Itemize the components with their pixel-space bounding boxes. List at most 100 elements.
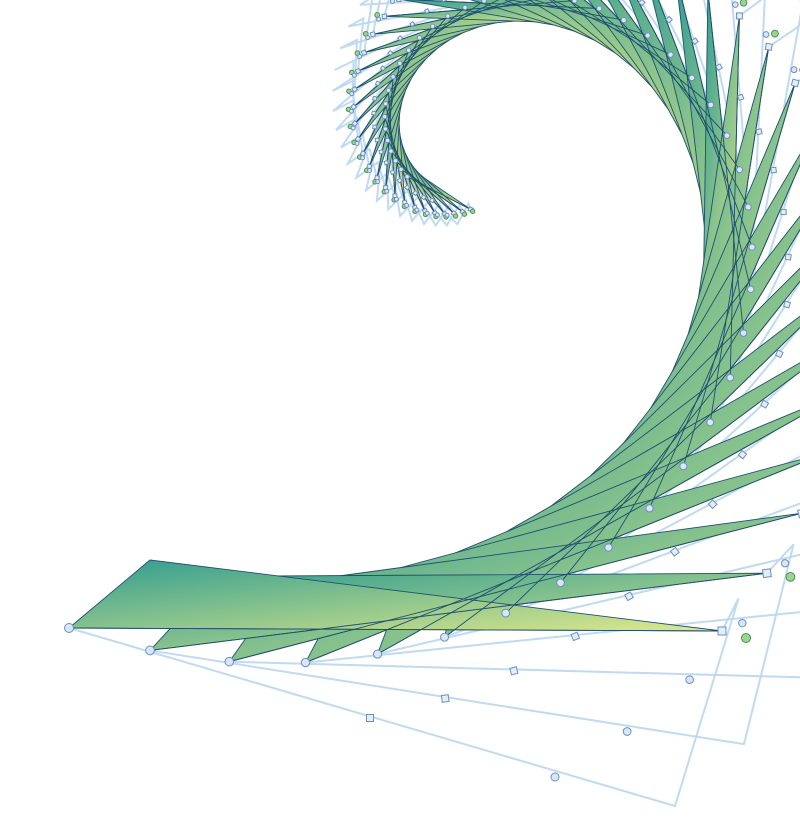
scaffold-line [371, 0, 381, 35]
circle-node [732, 1, 739, 8]
circle-node [348, 108, 354, 114]
triangle-edge [444, 371, 800, 638]
square-node [638, 0, 646, 7]
circle-node [224, 656, 235, 667]
circle-node [762, 31, 770, 38]
scaffold-line [359, 0, 458, 53]
square-node [371, 95, 378, 102]
triangle-edge [729, 15, 740, 378]
square-node [669, 546, 680, 557]
square-node [409, 20, 416, 28]
green-node [452, 213, 459, 219]
square-node [665, 15, 673, 24]
square-node [429, 197, 436, 204]
square-node [691, 37, 699, 46]
triangle-edge [385, 103, 406, 203]
square-node [707, 499, 718, 510]
triangle-edge [357, 25, 433, 140]
square-node [396, 177, 403, 184]
triangle-edge [229, 513, 800, 663]
square-node [717, 626, 727, 636]
square-node [736, 93, 745, 102]
square-node [412, 189, 419, 197]
circle-node [376, 16, 382, 22]
triangle-edge [681, 0, 752, 290]
circle-node [365, 35, 371, 41]
square-node [784, 253, 792, 261]
square-node [360, 49, 368, 56]
square-node [770, 166, 777, 174]
circle-node [707, 101, 715, 109]
triangle-edge [387, 90, 396, 196]
square-node [570, 631, 581, 642]
circle-node [571, 0, 578, 4]
square-node [359, 150, 367, 157]
circle-node [645, 504, 654, 513]
triangle-edge [407, 176, 471, 210]
triangle-edge [560, 280, 800, 584]
circle-node [748, 243, 756, 251]
triangle-edge [600, 0, 728, 136]
circle-node [385, 87, 392, 94]
circle-node [389, 0, 396, 4]
circle-node [349, 91, 355, 97]
circle-node [354, 141, 360, 147]
circle-node [381, 113, 388, 120]
square-node [441, 0, 447, 3]
circle-node [604, 543, 613, 552]
square-node [351, 119, 359, 128]
square-node [378, 149, 384, 155]
triangle-edge [305, 462, 800, 663]
circle-node [397, 60, 403, 67]
square-node [396, 35, 404, 42]
triangle-edge [617, 0, 741, 171]
circle-node [462, 4, 468, 11]
square-node [440, 694, 450, 703]
circle-node [424, 210, 430, 216]
square-node [369, 31, 376, 38]
circle-node [434, 212, 440, 218]
circle-node [780, 559, 790, 568]
circle-node [404, 202, 410, 208]
circle-node [736, 166, 744, 174]
circle-node [404, 173, 410, 180]
triangle-edge [608, 228, 800, 548]
circle-node [550, 772, 560, 782]
square-node [381, 13, 388, 20]
triangle-edge [709, 46, 770, 423]
circle-node [685, 675, 694, 685]
square-node [737, 449, 748, 460]
green-node [741, 633, 751, 643]
circle-node [747, 285, 755, 293]
spiral-triangles [67, 0, 800, 664]
circle-node [372, 649, 383, 659]
circle-node [145, 645, 155, 656]
triangle-edge [395, 160, 455, 214]
square-node [354, 67, 362, 75]
triangle-edge [508, 0, 624, 21]
triangle-edge [372, 0, 535, 35]
green-node [770, 29, 779, 38]
square-node [372, 124, 377, 130]
circle-node [429, 23, 436, 29]
circle-node [388, 148, 394, 154]
circle-node [445, 13, 451, 19]
circle-node [367, 167, 373, 173]
circle-node [64, 623, 74, 633]
circle-node [739, 329, 748, 337]
circle-node [405, 47, 412, 53]
circle-node [706, 418, 715, 427]
square-node [420, 194, 427, 201]
circle-node [723, 132, 731, 139]
circle-node [384, 188, 390, 194]
triangle-edge [377, 416, 800, 655]
green-node [461, 211, 468, 217]
triangle-edge [583, 0, 712, 106]
triangle-edge [354, 0, 485, 90]
square-node [774, 349, 784, 359]
square-node [755, 128, 763, 136]
circle-node [414, 207, 420, 213]
green-node [785, 571, 796, 582]
circle-node [679, 462, 688, 471]
circle-node [688, 74, 696, 82]
